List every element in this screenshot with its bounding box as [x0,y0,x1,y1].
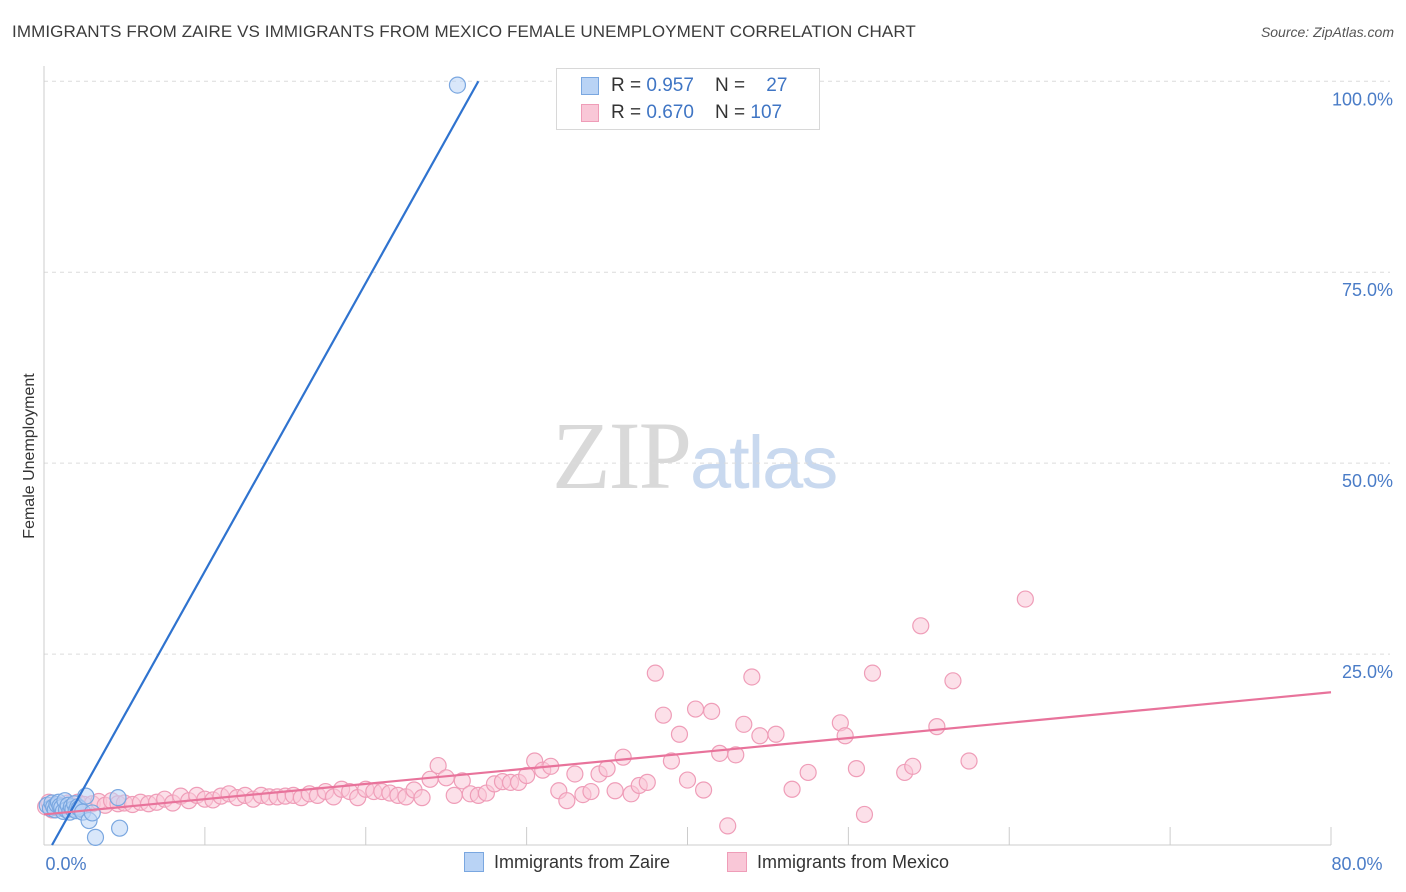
mexico-point [582,782,600,801]
mexico-point [413,789,431,807]
mexico-point [558,792,576,810]
mexico-point [847,760,866,778]
zaire-point [111,819,129,837]
mexico-point [783,780,801,798]
axes [43,66,1332,846]
mexico-point [912,617,930,635]
mexico-point [703,702,721,720]
mexico-point [719,817,737,835]
mexico-legend-label: Immigrants from Mexico [757,852,950,872]
mexico-point [670,725,689,743]
mexico-point [836,727,854,745]
mexico-point [751,727,769,745]
mexico-point [429,756,447,775]
zaire-r-value: 0.957 [646,75,694,96]
zaire-legend-swatch [464,852,484,872]
mexico-point [1016,590,1034,608]
legend-item-mexico[interactable]: Immigrants from Mexico [727,852,949,873]
mexico-point [904,757,922,775]
legend-item-zaire[interactable]: Immigrants from Zaire [464,852,670,873]
mexico-point [694,781,713,799]
mexico-point [767,725,785,743]
mexico-point [654,706,672,724]
mexico-point [518,766,536,785]
mexico-point [614,748,632,766]
mexico-point [735,715,753,733]
series-mexico-points [37,590,1034,835]
zaire-r-label: R = [611,75,647,96]
mexico-point [686,700,705,718]
correlation-legend: R = 0.957 N = 27 R = 0.670 N = 107 [556,68,820,130]
mexico-swatch [581,104,599,122]
mexico-point [638,773,656,791]
grid-lines [44,80,1390,655]
mexico-point [606,782,624,800]
y-tick-label: 100.0% [1332,89,1393,109]
x-tick-label: 0.0% [45,854,86,874]
mexico-point [453,772,471,790]
zaire-point [109,789,127,807]
zaire-legend-label: Immigrants from Zaire [494,852,671,872]
source-label: Source: ZipAtlas.com [1260,24,1394,40]
y-axis-label: Female Unemployment [21,373,38,539]
watermark: ZIPatlas [552,400,838,511]
mexico-r-label: R = [611,102,647,123]
tick-labels: 25.0% 50.0% 75.0% 100.0% 0.0% 80.0% [45,89,1393,874]
mexico-point [855,805,874,824]
watermark-zip: ZIP [552,402,692,509]
mexico-point [960,752,978,770]
zaire-point [83,804,101,822]
mexico-point [727,746,745,764]
y-tick-label: 25.0% [1342,662,1393,682]
mexico-point [928,718,946,736]
mexico-point [598,760,616,778]
mexico-point [678,771,697,789]
zaire-point [86,828,105,846]
mexico-point [646,664,664,682]
trend-lines [43,80,1332,846]
mexico-point [445,786,463,804]
mexico-point [799,763,817,782]
y-tick-label: 75.0% [1342,280,1393,300]
mexico-n-value: 107 [750,102,783,123]
mexico-trend-line [43,691,1332,816]
mexico-point [566,765,584,783]
zaire-trend-line [51,80,480,846]
mexico-r-value: 0.670 [646,102,694,123]
zaire-swatch [581,77,599,95]
zaire-n-label: N = [715,75,751,96]
x-tick-label: 80.0% [1331,854,1382,874]
mexico-point [743,668,761,686]
mexico-point [863,664,882,682]
zaire-point [448,76,467,94]
mexico-point [944,672,962,690]
mexico-point [711,744,729,762]
series-zaire-points [38,76,467,846]
mexico-n-label: N = [715,102,751,123]
zaire-n-value: 27 [766,75,788,96]
mexico-point [662,752,681,770]
y-tick-label: 50.0% [1342,471,1393,491]
watermark-atlas: atlas [690,421,838,504]
mexico-legend-swatch [727,852,747,872]
chart-title: IMMIGRANTS FROM ZAIRE VS IMMIGRANTS FROM… [12,22,916,41]
